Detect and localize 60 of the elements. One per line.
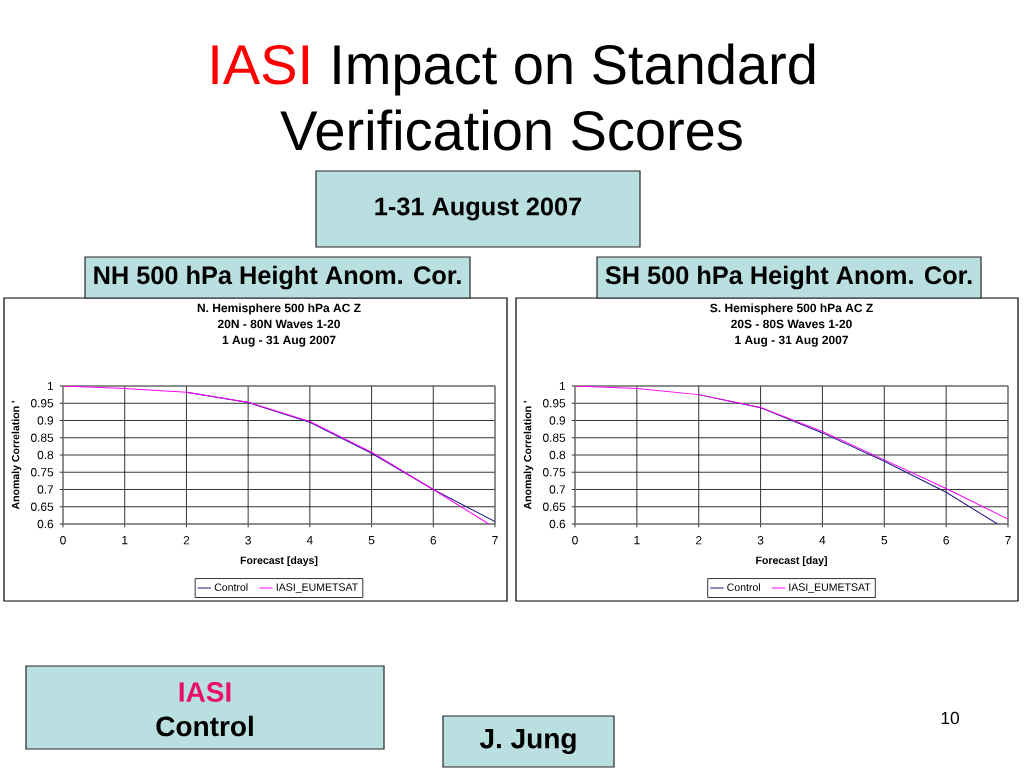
text: J. Jung (479, 728, 576, 755)
y-tick-label: 0.6 (37, 519, 54, 529)
text: Impact on Standard (334, 43, 815, 96)
y-tick-label: 0.7 (37, 485, 54, 494)
x-axis-title: Forecast [days] (240, 556, 318, 567)
x-tick-label: 2 (696, 536, 702, 545)
y-tick-label: 0.7 (549, 485, 566, 494)
line-series (63, 386, 490, 524)
y-tick-label: 0.95 (30, 399, 54, 408)
y-tick-label: 1 (47, 381, 54, 391)
x-tick-label: 1 (634, 536, 640, 545)
y-tick-label: 0.8 (549, 450, 566, 460)
x-tick-label: 7 (1005, 536, 1011, 545)
text: 1-31 August 2007 (375, 197, 582, 221)
x-tick-label: 3 (245, 536, 251, 545)
y-tick-label: 0.75 (30, 468, 54, 477)
y-tick-label: 0.95 (542, 399, 566, 408)
x-tick-label: 6 (430, 536, 437, 545)
x-tick-label: 0 (572, 536, 578, 545)
y-tick-label: 1 (559, 381, 566, 391)
text: NH 500 hPa Height Anom. Cor. (94, 265, 461, 290)
y-tick-label: 0.8 (37, 450, 54, 460)
chart-title: N. Hemisphere 500 hPa AC Z (197, 303, 361, 315)
text: 10 (941, 711, 959, 725)
text: 1 Aug - 31 Aug 2007 (222, 335, 336, 347)
y-tick-label: 0.85 (542, 433, 566, 442)
line-series (575, 386, 1009, 520)
text: SH 500 hPa Height Anom. Cor. (605, 265, 972, 290)
x-tick-label: 0 (60, 536, 66, 545)
y-axis-title: Anomaly Correlation ' (11, 401, 22, 510)
chart-subtitle: 20N - 80N Waves 1-20 (217, 319, 340, 329)
text: Verification Scores (280, 109, 742, 151)
chart-title: S. Hemisphere 500 hPa AC Z (710, 303, 873, 315)
text: 1 Aug - 31 Aug 2007 (735, 335, 848, 347)
legend-label: Control (727, 583, 760, 591)
legend-label: Control (214, 583, 248, 591)
text: IASI (179, 682, 231, 702)
y-tick-label: 0.75 (542, 468, 566, 477)
x-tick-label: 4 (819, 536, 826, 545)
y-axis-title: Anomaly Correlation ' (523, 401, 534, 510)
y-tick-label: 0.85 (30, 433, 54, 442)
x-tick-label: 7 (492, 536, 498, 545)
x-tick-label: 5 (368, 536, 375, 545)
y-tick-label: 0.9 (37, 416, 54, 425)
x-tick-label: 4 (306, 536, 313, 545)
y-tick-label: 0.6 (549, 519, 566, 529)
text: IASI (212, 44, 308, 85)
x-tick-label: 1 (122, 536, 128, 545)
x-axis-title: Forecast [day] (756, 556, 827, 567)
y-tick-label: 0.65 (30, 502, 54, 511)
chart-subtitle: 20S - 80S Waves 1-20 (731, 319, 852, 329)
legend-label: IASI_EUMETSAT (789, 583, 871, 593)
x-tick-label: 3 (757, 536, 764, 545)
x-tick-label: 5 (881, 536, 888, 545)
x-tick-label: 2 (183, 536, 190, 545)
text: Control (156, 715, 253, 737)
y-tick-label: 0.9 (549, 416, 566, 425)
y-tick-label: 0.65 (542, 502, 566, 511)
legend-label: IASI_EUMETSAT (276, 583, 358, 593)
x-tick-label: 6 (943, 536, 949, 545)
